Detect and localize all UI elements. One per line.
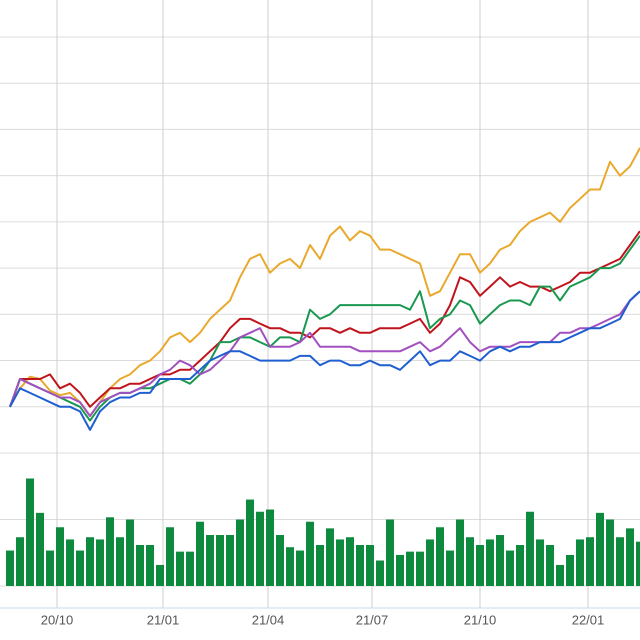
volume-bar (456, 519, 464, 586)
volume-bar (616, 537, 624, 586)
volume-bar (426, 539, 434, 586)
volume-bar (176, 551, 184, 586)
volume-bar (196, 521, 204, 586)
volume-bar (306, 521, 314, 586)
volume-bar (46, 550, 54, 586)
volume-bar (86, 537, 94, 586)
volume-bar (116, 537, 124, 586)
x-tick-label: 20/10 (41, 612, 74, 627)
volume-bar (376, 560, 384, 586)
volume-bar (506, 550, 514, 586)
volume-bar (546, 544, 554, 586)
volume-bar (486, 539, 494, 586)
x-tick-label: 21/07 (356, 612, 389, 627)
volume-bar (36, 512, 44, 586)
volume-bar (156, 564, 164, 586)
volume-bar (356, 544, 364, 586)
volume-bar (586, 537, 594, 586)
series-line (9, 290, 640, 431)
volume-bar (526, 511, 534, 586)
volume-bar (256, 511, 264, 586)
volume-bar (226, 535, 234, 586)
volume-bar (436, 527, 444, 586)
volume-bar (126, 519, 134, 586)
volume-bar (216, 535, 224, 586)
series-line (9, 147, 640, 417)
volume-bar (396, 554, 404, 586)
volume-bar (316, 544, 324, 586)
volume-bar (596, 512, 604, 586)
volume-bar (416, 551, 424, 586)
volume-bar (146, 544, 154, 586)
x-tick-label: 21/10 (464, 612, 497, 627)
volume-bar (516, 544, 524, 586)
volume-bar (346, 537, 354, 586)
volume-bar (276, 535, 284, 586)
volume-bar (386, 519, 394, 586)
x-tick-label: 21/04 (252, 612, 285, 627)
volume-bar (536, 539, 544, 586)
volume-bar (626, 528, 634, 586)
volume-bar (16, 537, 24, 586)
volume-bar (76, 550, 84, 586)
volume-bar (66, 539, 74, 586)
volume-bar (606, 519, 614, 586)
series-line (9, 290, 640, 417)
volume-bar (96, 539, 104, 586)
volume-bar (206, 535, 214, 586)
x-tick-label: 22/01 (572, 612, 605, 627)
volume-bar (556, 564, 564, 586)
volume-bar (566, 554, 574, 586)
volume-bar (56, 527, 64, 586)
volume-bar (336, 539, 344, 586)
x-tick-label: 21/01 (147, 612, 180, 627)
volume-bar (286, 547, 294, 586)
volume-bar (326, 528, 334, 586)
series-line (9, 230, 640, 408)
volume-bar (446, 550, 454, 586)
volume-bar (476, 544, 484, 586)
volume-bar (246, 499, 254, 586)
volume-bar (496, 535, 504, 586)
volume-bar (186, 551, 194, 586)
volume-bar (236, 519, 244, 586)
volume-bar (636, 541, 640, 586)
volume-bar (406, 551, 414, 586)
volume-bar (296, 550, 304, 586)
volume-bar (26, 478, 34, 586)
volume-bar (576, 539, 584, 586)
volume-bar (166, 527, 174, 586)
volume-bar (366, 544, 374, 586)
volume-bar (266, 509, 274, 586)
volume-bar (106, 517, 114, 586)
volume-bar (136, 544, 144, 586)
volume-bar (466, 537, 474, 586)
volume-bar (6, 550, 14, 586)
